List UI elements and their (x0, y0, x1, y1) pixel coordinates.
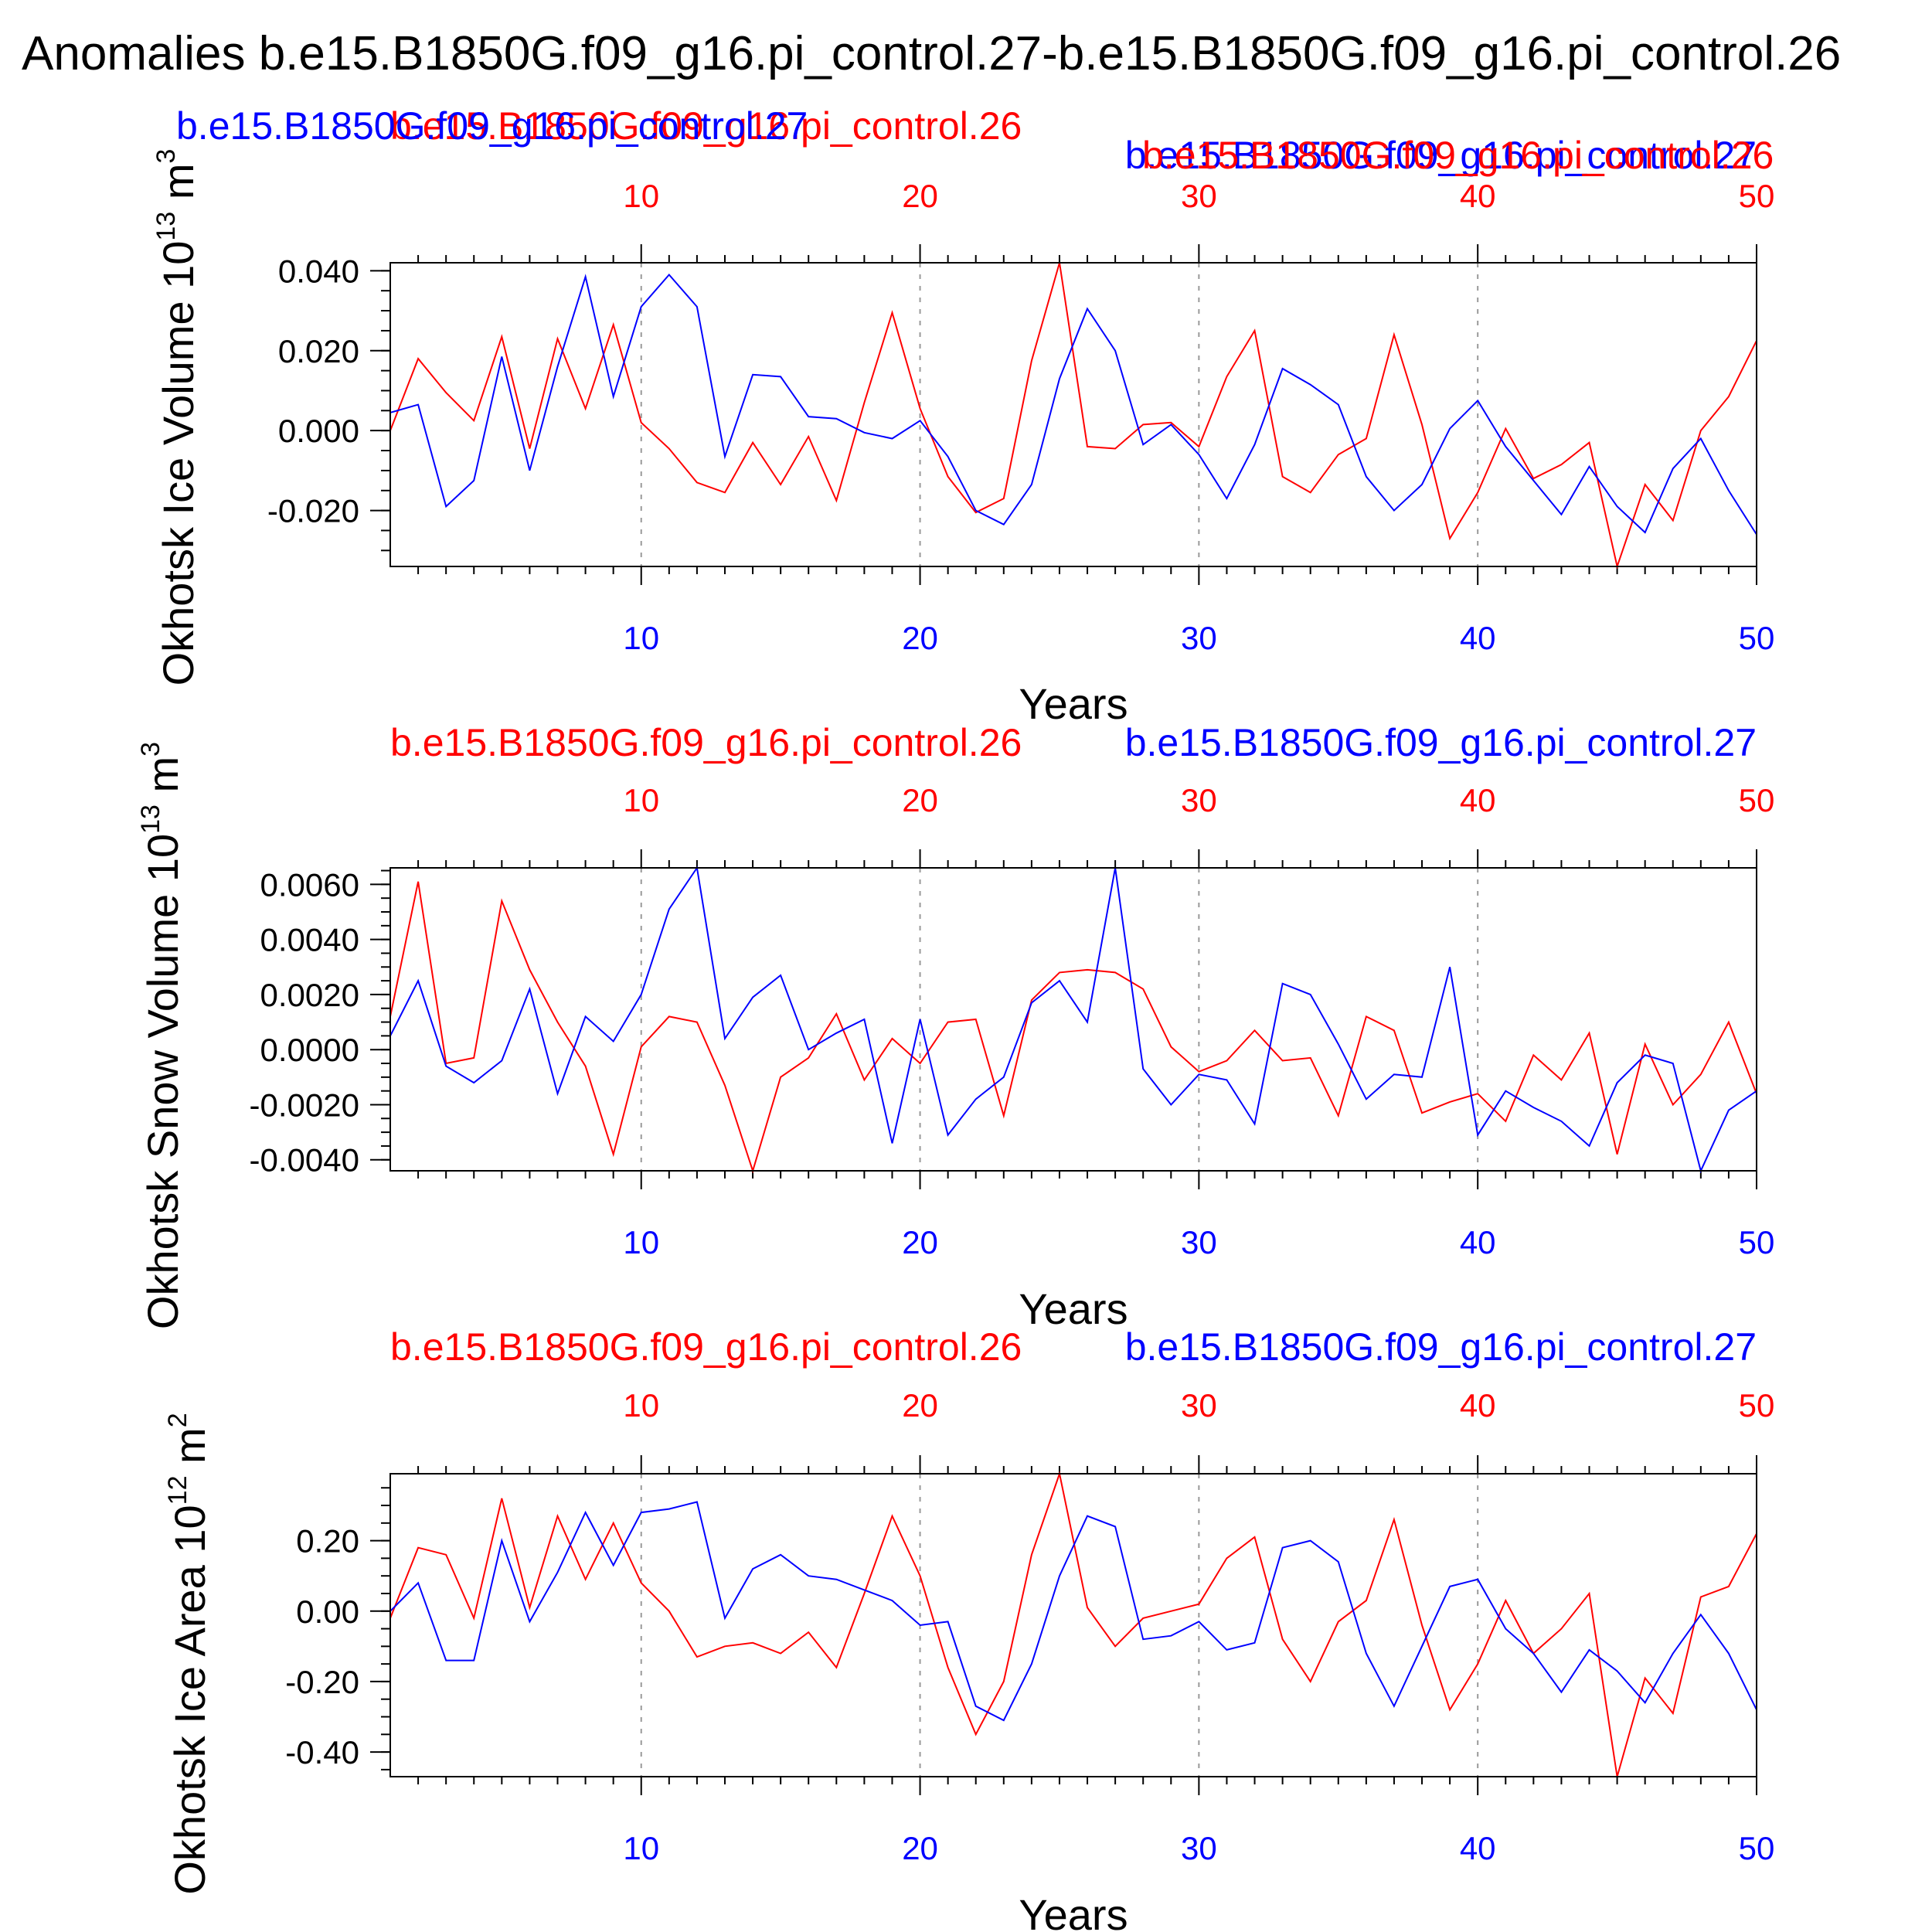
x-tick-label-top: 10 (623, 782, 659, 818)
y-axis-label-text: m (154, 164, 202, 212)
series-line-red (389, 1471, 1757, 1777)
top-label-red-2: b.e15.B1850G.f09_g16.pi_control.26 (1142, 134, 1774, 177)
y-axis-label-superscript: 13 (151, 212, 181, 241)
x-tick-label-bottom: 30 (1181, 620, 1217, 656)
x-tick-label-top: 10 (623, 178, 659, 214)
chart-panel-ice-area: 10 10 20 20 30 30 40 40 50 50 -0.40 -0.20 0.00 0.20 b.… (163, 1325, 1774, 1932)
x-tick-label-bottom: 10 (623, 1830, 659, 1866)
x-tick-label-bottom: 40 (1460, 1224, 1496, 1260)
x-axis-label: Years (1019, 1890, 1128, 1932)
y-tick-label: -0.020 (267, 493, 359, 529)
top-label-red: b.e15.B1850G.f09_g16.pi_control.26 (390, 721, 1022, 764)
series-line-blue (389, 273, 1757, 536)
y-axis-label-superscript: 2 (163, 1413, 192, 1427)
x-tick-label-top: 50 (1739, 782, 1775, 818)
y-tick-label: 0.00 (296, 1594, 359, 1630)
y-tick-label: 0.20 (296, 1523, 359, 1560)
plot-frame (389, 1473, 1757, 1777)
y-axis-label-superscript: 12 (163, 1476, 192, 1505)
x-tick-label-bottom: 20 (902, 1830, 938, 1866)
x-axis-label: Years (1019, 1284, 1128, 1333)
y-tick-label: 0.020 (278, 333, 359, 369)
x-tick-label-bottom: 40 (1460, 1830, 1496, 1866)
top-label-blue: b.e15.B1850G.f09_g16.pi_control.27 (1125, 134, 1757, 177)
x-tick-label-top: 20 (902, 1387, 938, 1423)
plot-frame (389, 262, 1757, 567)
y-axis-label: Okhotsk Ice Area 1012 m2 (163, 1413, 214, 1894)
y-axis-label-superscript: 3 (136, 742, 165, 757)
x-tick-label-bottom: 50 (1739, 1830, 1775, 1866)
figure-title: Anomalies b.e15.B1850G.f09_g16.pi_contro… (22, 27, 1841, 80)
top-label-blue: b.e15.B1850G.f09_g16.pi_control.27 (1125, 1325, 1757, 1369)
series-line-blue (389, 1501, 1757, 1722)
x-tick-label-top: 50 (1739, 178, 1775, 214)
y-tick-label: 0.0000 (260, 1032, 359, 1068)
y-tick-label: 0.0020 (260, 977, 359, 1013)
x-tick-label-bottom: 10 (623, 1224, 659, 1260)
y-tick-label: 0.000 (278, 413, 359, 449)
x-tick-label-bottom: 50 (1739, 620, 1775, 656)
top-label-blue: b.e15.B1850G.f09_g16.pi_control.27 (1125, 721, 1757, 764)
plot-frame (389, 867, 1757, 1172)
y-axis-label-text: m (138, 757, 187, 804)
x-tick-label-bottom: 50 (1739, 1224, 1775, 1260)
x-tick-label-top: 50 (1739, 1387, 1775, 1423)
chart-panel-ice-volume: 10 10 20 20 30 30 40 40 50 50 -0.020 0.000 0.020 0.04… (151, 104, 1774, 728)
x-tick-label-bottom: 20 (902, 620, 938, 656)
x-tick-label-top: 40 (1460, 178, 1496, 214)
y-tick-label: 0.0040 (260, 922, 359, 958)
x-tick-label-top: 40 (1460, 782, 1496, 818)
top-label-blue-2: b.e15.B1850G.f09_g16.pi_control.27 (176, 104, 808, 148)
y-axis-label-superscript: 13 (136, 804, 165, 834)
x-tick-label-top: 30 (1181, 178, 1217, 214)
y-axis-label-text: Okhotsk Snow Volume 10 (138, 834, 187, 1329)
series-line-red (389, 881, 1757, 1174)
y-axis-label: Okhotsk Ice Volume 1013 m3 (151, 149, 202, 686)
x-tick-label-bottom: 10 (623, 620, 659, 656)
x-axis-label: Years (1019, 679, 1128, 728)
y-axis-label-superscript: 3 (151, 149, 181, 164)
top-label-red: b.e15.B1850G.f09_g16.pi_control.26 (390, 104, 1022, 148)
y-axis-label-text: Okhotsk Ice Volume 10 (154, 241, 202, 686)
top-label-red: b.e15.B1850G.f09_g16.pi_control.26 (390, 1325, 1022, 1369)
series-line-red (389, 262, 1757, 570)
y-tick-label: -0.0020 (250, 1087, 359, 1123)
y-tick-label: -0.0040 (250, 1142, 359, 1179)
chart-panel-snow-volume: 10 10 20 20 30 30 40 40 50 50 -0.0040 -0.0020 0.0000… (136, 721, 1774, 1333)
x-tick-label-top: 10 (623, 1387, 659, 1423)
y-tick-label: 0.0060 (260, 866, 359, 903)
x-tick-label-top: 30 (1181, 782, 1217, 818)
x-tick-label-top: 30 (1181, 1387, 1217, 1423)
y-axis-label-text: Okhotsk Ice Area 10 (165, 1505, 214, 1894)
y-tick-label: -0.40 (285, 1734, 359, 1770)
x-tick-label-top: 40 (1460, 1387, 1496, 1423)
x-tick-label-top: 20 (902, 178, 938, 214)
x-tick-label-bottom: 30 (1181, 1224, 1217, 1260)
y-tick-label: -0.20 (285, 1664, 359, 1700)
panels: 10 10 20 20 30 30 40 40 50 50 -0.020 0.000 0.020 0.04… (136, 104, 1774, 1932)
y-axis-label: Okhotsk Snow Volume 1013 m3 (136, 742, 187, 1329)
x-tick-label-bottom: 20 (902, 1224, 938, 1260)
y-tick-label: 0.040 (278, 253, 359, 289)
y-axis-label-text: m (165, 1427, 214, 1475)
x-tick-label-bottom: 40 (1460, 620, 1496, 656)
x-tick-label-top: 20 (902, 782, 938, 818)
series-line-blue (389, 866, 1757, 1173)
x-tick-label-bottom: 30 (1181, 1830, 1217, 1866)
